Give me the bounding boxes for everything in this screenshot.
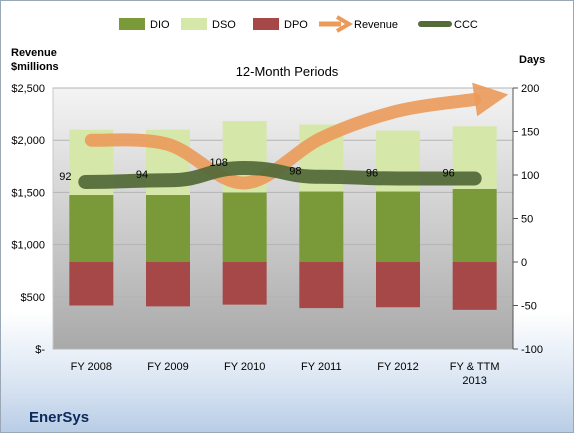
legend-label-revenue: Revenue xyxy=(354,19,398,31)
legend-label-ccc: CCC xyxy=(454,19,478,31)
legend-label-dio: DIO xyxy=(150,19,170,31)
legend-swatch-dso xyxy=(181,18,207,30)
bar-dpo xyxy=(376,262,420,308)
revenue-arrowhead-icon xyxy=(472,82,509,117)
y-right-tick-label: -100 xyxy=(521,344,543,356)
bar-dio xyxy=(376,191,420,262)
legend-label-dpo: DPO xyxy=(284,19,308,31)
ccc-data-label: 108 xyxy=(209,157,227,169)
y-right-ticks: 200 150 100 50 0 -50 -100 xyxy=(512,83,543,356)
plot-area xyxy=(52,87,514,350)
company-name: EnerSys xyxy=(29,409,89,426)
x-tick-label: FY 2012 xyxy=(377,361,418,373)
bar-dpo xyxy=(452,262,497,310)
x-tick-label: FY 2010 xyxy=(224,361,265,373)
legend-swatch-dpo xyxy=(253,18,279,30)
ccc-data-label: 96 xyxy=(443,167,455,179)
bar-dpo xyxy=(69,262,114,306)
chart-subtitle: 12-Month Periods xyxy=(236,64,339,79)
x-tick-label: FY 2011 xyxy=(301,361,342,373)
y-right-tick-label: 100 xyxy=(521,170,539,182)
bar-dio xyxy=(69,195,114,262)
legend: DIO DSO DPO Revenue CCC xyxy=(119,15,478,33)
x-tick-label: FY 2008 xyxy=(71,361,112,373)
ccc-data-label: 92 xyxy=(59,171,71,183)
legend-swatch-dio xyxy=(119,18,145,30)
revenue-line xyxy=(84,92,482,190)
bar-dio xyxy=(452,188,497,262)
x-tick-label-line2: 2013 xyxy=(462,375,486,387)
legend-label-dso: DSO xyxy=(212,19,236,31)
y-right-tick-label: 50 xyxy=(521,214,533,226)
y-left-title-line1: Revenue xyxy=(11,47,57,59)
bar-dpo xyxy=(222,262,267,305)
y-left-tick-label: $1,000 xyxy=(11,240,45,252)
y-left-tick-label: $500 xyxy=(21,292,45,304)
bars xyxy=(69,121,497,310)
ccc-series: 92 94 108 98 96 96 xyxy=(59,157,482,189)
legend-arrowhead-icon xyxy=(335,15,353,33)
bar-dpo xyxy=(146,262,190,307)
y-right-tick-label: 0 xyxy=(521,257,527,269)
revenue-series xyxy=(84,82,509,190)
bar-dpo xyxy=(299,262,344,309)
y-right-tick-label: -50 xyxy=(521,301,537,313)
y-left-tick-label: $- xyxy=(35,344,45,356)
ccc-data-label: 98 xyxy=(289,166,301,178)
y-left-tick-label: $2,000 xyxy=(11,135,45,147)
y-left-ticks: $2,500 $2,000 $1,500 $1,000 $500 $- xyxy=(11,83,45,356)
y-left-title-line2: $millions xyxy=(11,61,59,73)
x-tick-label: FY 2009 xyxy=(147,361,188,373)
y-left-tick-label: $1,500 xyxy=(11,187,45,199)
ccc-line xyxy=(78,161,482,189)
bar-dio xyxy=(222,192,267,262)
x-tick-label: FY & TTM xyxy=(450,361,500,373)
y-right-tick-label: 200 xyxy=(521,83,539,95)
y-right-tick-label: 150 xyxy=(521,127,539,139)
y-left-tick-label: $2,500 xyxy=(11,83,45,95)
ccc-data-label: 94 xyxy=(136,169,148,181)
bar-dio xyxy=(146,195,190,262)
bar-dio xyxy=(299,191,344,262)
y-right-title: Days xyxy=(519,54,545,66)
ccc-data-label: 96 xyxy=(366,167,378,179)
x-tick-labels: FY 2008 FY 2009 FY 2010 FY 2011 FY 2012 FY & … xyxy=(71,361,500,387)
